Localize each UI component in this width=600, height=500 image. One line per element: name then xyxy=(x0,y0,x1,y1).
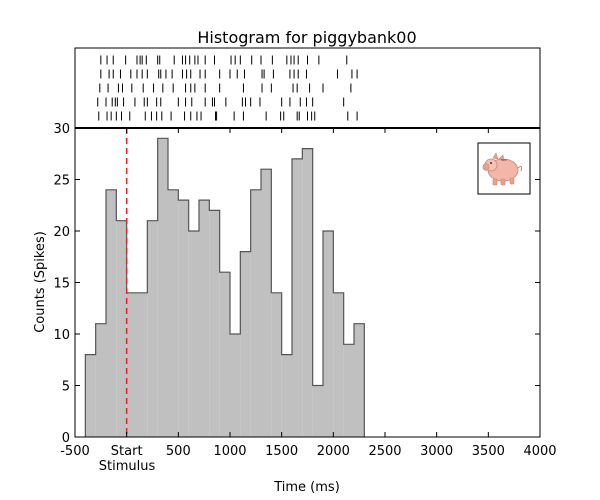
histogram-bar xyxy=(333,292,344,437)
histogram-bar xyxy=(95,323,106,437)
histogram-bar xyxy=(137,292,148,437)
y-tick-label: 5 xyxy=(62,380,70,395)
x-tick-label: Start xyxy=(111,444,143,459)
histogram-bar xyxy=(147,220,158,437)
histogram-bar xyxy=(168,189,179,437)
raster-spikes xyxy=(97,55,358,121)
histogram-bar xyxy=(354,323,365,437)
legend-box xyxy=(477,142,531,195)
y-tick-label: 30 xyxy=(53,122,70,137)
x-tick-label: 3500 xyxy=(472,444,505,459)
y-tick-label: 0 xyxy=(62,431,70,446)
histogram-bar xyxy=(85,354,96,437)
histogram-bar xyxy=(230,334,241,437)
histogram-bar xyxy=(343,344,354,437)
y-axis-label: Counts (Spikes) xyxy=(33,231,48,333)
histogram-bar xyxy=(302,148,313,437)
piggy-bank-icon xyxy=(482,152,523,186)
x-tick-label: 3000 xyxy=(420,444,453,459)
histogram-bar xyxy=(116,220,127,437)
x-axis-label: Time (ms) xyxy=(273,480,340,495)
histogram-bars xyxy=(84,137,365,438)
x-tick-label: -500 xyxy=(60,444,90,459)
x-tick-label: 1000 xyxy=(213,444,246,459)
histogram-bar xyxy=(209,210,220,437)
x-tick-label: 4000 xyxy=(523,444,556,459)
x-tick-label: 1500 xyxy=(265,444,298,459)
histogram-bar xyxy=(199,200,210,437)
histogram-bar xyxy=(312,385,323,437)
x-tick-label: 2000 xyxy=(317,444,350,459)
histogram-bar xyxy=(281,354,292,437)
chart-title: Histogram for piggybank00 xyxy=(197,28,416,47)
histogram-bar xyxy=(250,189,261,437)
y-tick-label: 20 xyxy=(53,225,70,240)
y-tick-label: 10 xyxy=(53,328,70,343)
histogram-bar xyxy=(292,158,303,437)
y-tick-label: 25 xyxy=(53,174,70,189)
histogram-bar xyxy=(106,189,117,437)
y-axis-ticks: 0 5 10 15 20 25 30 xyxy=(53,122,540,446)
histogram-bar xyxy=(219,272,230,437)
x-axis-ticks: -500 Start 500 1000 1500 2000 2500 3000 3500 4000 xyxy=(60,128,557,459)
histogram-bar xyxy=(261,169,272,437)
histogram-bar xyxy=(178,200,189,437)
x-tick-label: 2500 xyxy=(368,444,401,459)
x-tick-label: 500 xyxy=(166,444,191,459)
histogram-bar xyxy=(157,138,168,438)
histogram-bar xyxy=(323,231,334,437)
histogram-bar xyxy=(126,292,137,437)
histogram-bar xyxy=(271,292,282,437)
histogram-bar xyxy=(240,251,251,437)
x-tick-sublabel-stimulus: Stimulus xyxy=(99,459,156,474)
y-tick-label: 15 xyxy=(53,277,70,292)
histogram-bar xyxy=(188,231,199,437)
